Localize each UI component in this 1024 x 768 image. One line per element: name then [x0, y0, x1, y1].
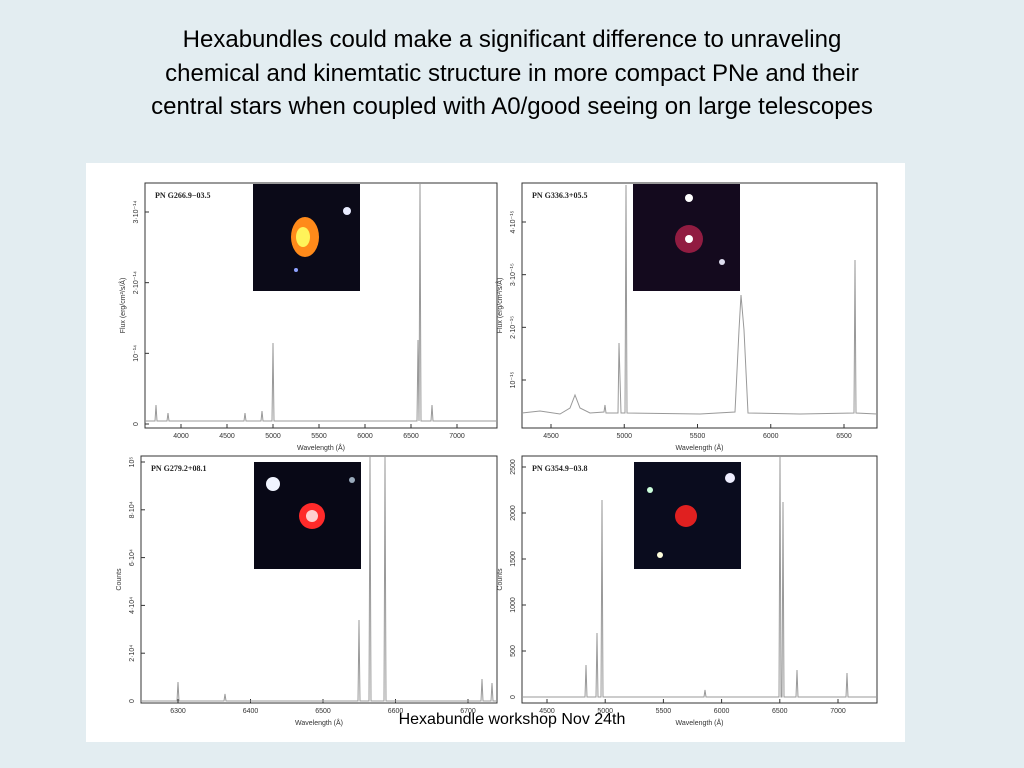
y-tick-label: 8·10⁴	[129, 501, 136, 518]
x-tick-label: 6400	[243, 708, 259, 715]
star	[343, 207, 351, 215]
y-tick-label: 2·10⁻¹⁵	[510, 316, 517, 339]
y-tick-label: 2500	[510, 459, 517, 475]
x-tick-label: 6700	[460, 708, 476, 715]
x-tick-label: 4500	[539, 708, 555, 715]
y-axis-label: Flux (erg/cm²/s/Å)	[495, 278, 504, 334]
panel-label: PN G279.2+08.1	[151, 464, 206, 473]
y-tick-label: 10⁻¹⁵	[510, 372, 517, 389]
x-axis-label: Wavelength (Å)	[297, 443, 345, 452]
spectrum	[521, 184, 878, 415]
x-axis-label: Wavelength (Å)	[676, 718, 724, 727]
x-tick-label: 6000	[357, 433, 373, 440]
x-tick-label: 6500	[403, 433, 419, 440]
spectrum	[145, 183, 497, 422]
x-tick-label: 6500	[836, 433, 852, 440]
y-tick-label: 6·10⁴	[129, 549, 136, 566]
x-tick-label: 6500	[315, 708, 331, 715]
y-tick-label: 0	[129, 699, 136, 703]
star	[719, 259, 725, 265]
star	[725, 473, 735, 483]
x-tick-label: 4500	[543, 433, 559, 440]
images	[253, 184, 741, 569]
footer: Hexabundle workshop Nov 24th	[399, 711, 626, 728]
y-tick-label: 0	[133, 422, 140, 426]
nebula-core	[296, 227, 310, 247]
nebula	[675, 505, 697, 527]
spectrum	[141, 456, 497, 702]
panel-label: PN G354.9−03.8	[532, 464, 587, 473]
star	[294, 268, 298, 272]
central-star	[685, 235, 693, 243]
spectra	[141, 183, 878, 702]
title-line: Hexabundles could make a significant dif…	[183, 26, 842, 53]
x-tick-label: 5500	[656, 708, 672, 715]
y-tick-label: 1000	[510, 597, 517, 613]
x-tick-label: 6300	[170, 708, 186, 715]
y-tick-label: 4·10⁴	[129, 597, 136, 614]
star	[657, 552, 663, 558]
star	[266, 477, 280, 491]
x-tick-label: 5000	[597, 708, 613, 715]
star	[685, 194, 693, 202]
y-tick-label: 2·10⁻¹⁴	[133, 271, 140, 294]
x-tick-label: 6000	[714, 708, 730, 715]
x-tick-label: 5000	[616, 433, 632, 440]
star	[647, 487, 653, 493]
x-tick-label: 7000	[830, 708, 846, 715]
y-tick-label: 10⁻¹⁴	[133, 345, 140, 362]
y-tick-label: 2000	[510, 505, 517, 521]
y-tick-label: 3·10⁻¹⁵	[510, 263, 517, 286]
x-tick-label: 4000	[173, 433, 189, 440]
y-tick-label: 1500	[510, 551, 517, 567]
y-tick-label: 3·10⁻¹⁴	[133, 200, 140, 223]
x-tick-label: 5500	[311, 433, 327, 440]
x-axis-label: Wavelength (Å)	[676, 443, 724, 452]
y-tick-label: 0	[510, 695, 517, 699]
title-line: chemical and kinemtatic structure in mor…	[165, 60, 859, 87]
panels: PN G266.9−03.5 Wavelength (Å) Flux (erg/cm…	[116, 182, 878, 727]
y-axis-label: Counts	[497, 568, 504, 591]
x-tick-label: 7000	[449, 433, 465, 440]
y-tick-label: 500	[510, 645, 517, 657]
x-tick-label: 5000	[265, 433, 281, 440]
star	[349, 477, 355, 483]
x-tick-label: 5500	[690, 433, 706, 440]
x-tick-label: 6500	[772, 708, 788, 715]
x-tick-label: 4500	[219, 433, 235, 440]
title-line: central stars when coupled with A0/good …	[151, 93, 873, 120]
y-axis-label: Counts	[116, 568, 123, 591]
nebula-core	[306, 510, 318, 522]
spectrum	[522, 456, 877, 698]
panel-label: PN G266.9−03.5	[155, 191, 210, 200]
x-tick-label: 6600	[388, 708, 404, 715]
x-axis-label: Wavelength (Å)	[295, 718, 343, 727]
y-tick-label: 2·10⁴	[129, 645, 136, 662]
y-tick-label: 4·10⁻¹⁵	[510, 210, 517, 233]
y-tick-label: 10⁵	[129, 457, 136, 468]
panel-label: PN G336.3+05.5	[532, 191, 587, 200]
y-axis-label: Flux (erg/cm²/s/Å)	[118, 278, 127, 334]
x-tick-label: 6000	[763, 433, 779, 440]
